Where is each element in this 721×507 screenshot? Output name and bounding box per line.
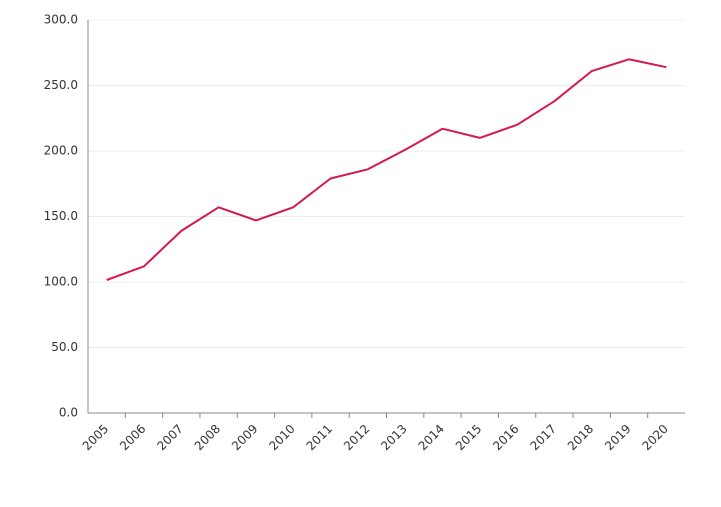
x-tick-label: 2012 xyxy=(341,422,372,453)
x-tick-label: 2019 xyxy=(602,422,633,453)
y-tick-label: 150.0 xyxy=(44,209,78,223)
y-tick-label: 200.0 xyxy=(44,144,78,158)
x-tick-label: 2015 xyxy=(453,422,484,453)
y-tick-label: 0.0 xyxy=(59,406,78,420)
y-tick-label: 300.0 xyxy=(44,13,78,27)
x-tick-label: 2020 xyxy=(639,422,670,453)
y-tick-label: 100.0 xyxy=(44,275,78,289)
x-tick-label: 2017 xyxy=(528,422,559,453)
x-tick-label: 2005 xyxy=(80,422,111,453)
data-line xyxy=(106,58,667,281)
x-tick-label: 2006 xyxy=(117,422,148,453)
x-tick-label: 2016 xyxy=(490,422,521,453)
x-tick-label: 2011 xyxy=(304,422,335,453)
x-tick-label: 2007 xyxy=(154,422,185,453)
x-tick-label: 2010 xyxy=(266,422,297,453)
y-tick-label: 50.0 xyxy=(51,340,78,354)
x-tick-label: 2018 xyxy=(565,422,596,453)
x-tick-label: 2008 xyxy=(192,422,223,453)
x-tick-label: 2013 xyxy=(378,422,409,453)
y-tick-label: 250.0 xyxy=(44,78,78,92)
x-tick-label: 2009 xyxy=(229,422,260,453)
x-tick-label: 2014 xyxy=(416,422,447,453)
